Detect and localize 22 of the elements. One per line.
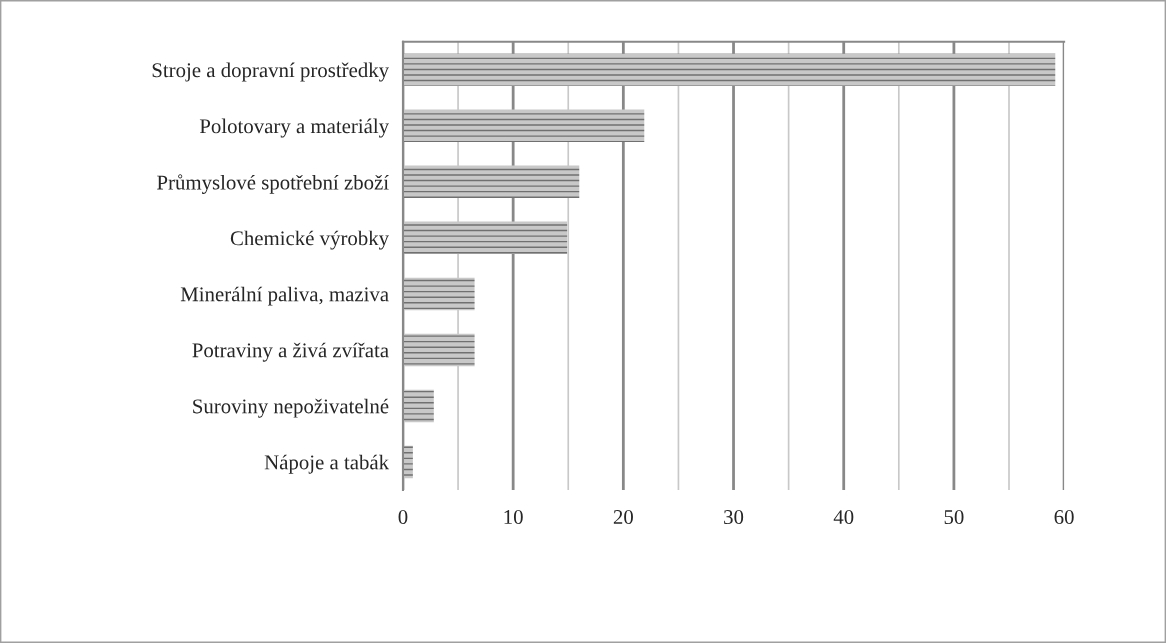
bar xyxy=(402,53,1056,87)
x-tick-label: 20 xyxy=(613,510,633,525)
bar xyxy=(402,221,568,255)
y-tick-label: Suroviny nepoživatelné xyxy=(193,398,389,418)
y-tick-label: Potraviny a živá zvířata xyxy=(192,342,389,362)
y-tick-label: Polotovary a materiály xyxy=(199,118,389,138)
y-tick-label: Průmyslové spotřební zboží xyxy=(157,174,389,194)
y-tick-label: Minerální paliva, maziva xyxy=(180,286,389,306)
x-tick-label: 0 xyxy=(398,510,408,525)
y-tick-label: Chemické výrobky xyxy=(230,230,389,250)
bar xyxy=(402,389,434,423)
y-tick-label: Nápoje a tabák xyxy=(264,454,390,474)
y-tick-label: Stroje a dopravní prostředky xyxy=(152,62,389,82)
x-tick-label: 60 xyxy=(1054,510,1074,525)
x-tick-label: 50 xyxy=(944,510,964,525)
bar xyxy=(402,109,645,143)
x-tick-label: 40 xyxy=(833,510,854,525)
bar xyxy=(402,277,475,311)
bar xyxy=(402,165,580,199)
x-tick-label: 30 xyxy=(724,510,744,525)
x-tick-label: 10 xyxy=(504,510,523,525)
bar xyxy=(402,333,475,367)
